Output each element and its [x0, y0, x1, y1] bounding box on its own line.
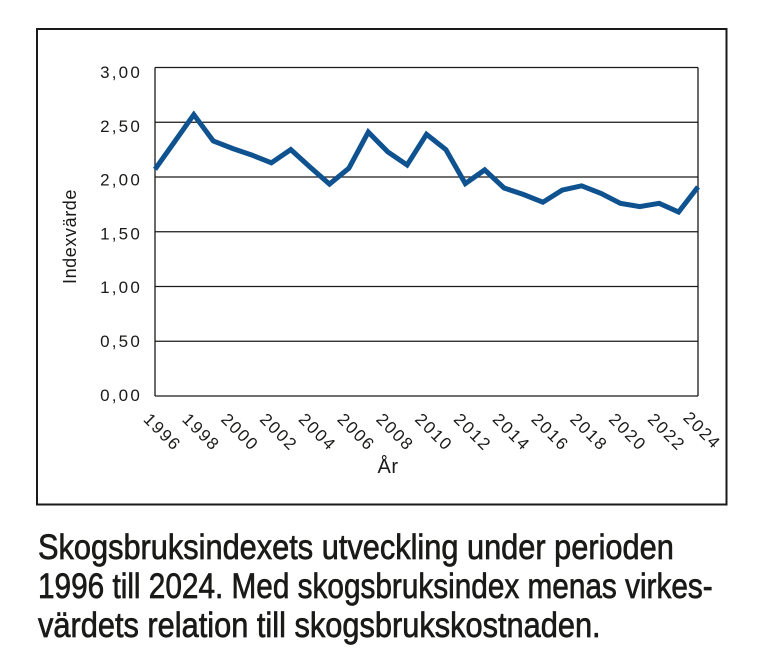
svg-text:År: År: [378, 455, 399, 478]
svg-text:1998: 1998: [178, 410, 223, 455]
svg-text:2,50: 2,50: [100, 117, 142, 136]
svg-text:3,00: 3,00: [100, 63, 142, 82]
svg-text:2000: 2000: [217, 410, 262, 455]
svg-text:2,00: 2,00: [100, 171, 142, 190]
svg-text:2002: 2002: [256, 410, 301, 455]
svg-text:2018: 2018: [566, 410, 611, 455]
svg-text:1996: 1996: [140, 410, 185, 455]
svg-text:2008: 2008: [372, 410, 417, 455]
svg-text:0,00: 0,00: [100, 386, 142, 405]
svg-text:0,50: 0,50: [100, 332, 142, 351]
svg-text:2004: 2004: [295, 410, 340, 455]
svg-text:2014: 2014: [489, 410, 534, 455]
svg-text:2006: 2006: [334, 410, 379, 455]
svg-text:2010: 2010: [411, 410, 456, 455]
svg-text:2024: 2024: [679, 408, 724, 453]
svg-text:Indexvärde: Indexvärde: [60, 189, 80, 284]
svg-text:2016: 2016: [528, 410, 573, 455]
svg-text:2012: 2012: [450, 410, 495, 455]
svg-text:2022: 2022: [644, 410, 689, 455]
svg-text:1,00: 1,00: [100, 278, 142, 297]
svg-text:1,50: 1,50: [100, 225, 142, 244]
svg-text:2020: 2020: [605, 410, 650, 455]
